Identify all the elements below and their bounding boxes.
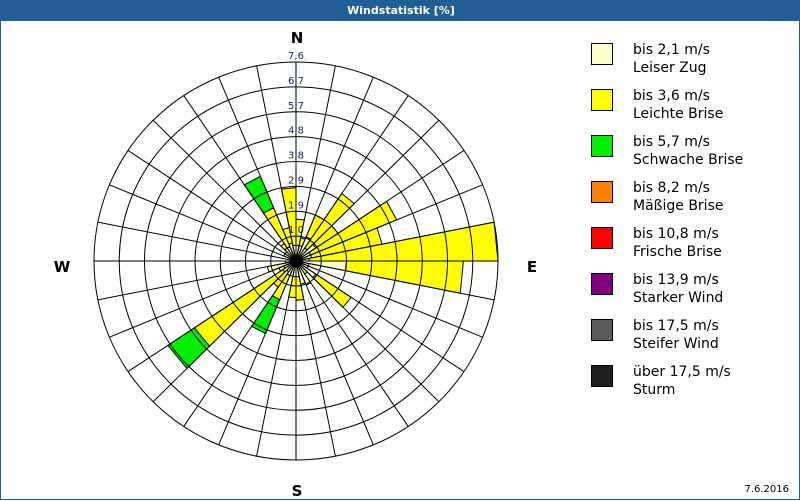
radial-tick-label: 6,7 bbox=[288, 76, 304, 87]
legend-name: Steifer Wind bbox=[633, 336, 719, 352]
legend-label: über 17,5 m/s Sturm bbox=[633, 363, 731, 399]
radial-tick-label: 5,7 bbox=[288, 101, 304, 112]
window-title: Windstatistik [%] bbox=[1, 1, 800, 21]
legend-item: bis 10,8 m/s Frische Brise bbox=[591, 225, 796, 271]
wind-bar-segment bbox=[312, 273, 352, 309]
wind-rose-chart: 1,0 1,9 2,9 3,8 4,8 5,7 6,7 7,6 N E S W bbox=[54, 29, 537, 500]
compass-s: S bbox=[292, 482, 303, 500]
legend-label: bis 17,5 m/s Steifer Wind bbox=[633, 317, 719, 353]
legend-swatch bbox=[591, 319, 613, 341]
radial-tick-label: 1,0 bbox=[288, 225, 304, 236]
compass-e: E bbox=[527, 258, 537, 276]
legend-range: bis 5,7 m/s bbox=[633, 134, 710, 150]
legend-name: Mäßige Brise bbox=[633, 198, 724, 214]
legend-range: bis 13,9 m/s bbox=[633, 272, 719, 288]
legend-item: bis 17,5 m/s Steifer Wind bbox=[591, 317, 796, 363]
date-label: 7.6.2016 bbox=[744, 484, 789, 495]
legend-label: bis 3,6 m/s Leichte Brise bbox=[633, 87, 723, 123]
radial-tick-labels: 1,0 1,9 2,9 3,8 4,8 5,7 6,7 7,6 bbox=[288, 51, 304, 236]
legend-name: Starker Wind bbox=[633, 290, 724, 306]
legend-label: bis 10,8 m/s Frische Brise bbox=[633, 225, 722, 261]
legend-swatch bbox=[591, 181, 613, 203]
legend-item: bis 2,1 m/s Leiser Zug bbox=[591, 41, 796, 87]
legend-swatch bbox=[591, 43, 613, 65]
legend-range: bis 8,2 m/s bbox=[633, 180, 710, 196]
center-hub bbox=[291, 256, 301, 266]
legend-name: Sturm bbox=[633, 382, 676, 398]
legend-name: Frische Brise bbox=[633, 244, 722, 260]
wind-rose-bars bbox=[167, 175, 499, 370]
legend-name: Leiser Zug bbox=[633, 60, 707, 76]
legend-range: über 17,5 m/s bbox=[633, 364, 731, 380]
wind-bar-segment bbox=[243, 175, 275, 214]
legend-swatch bbox=[591, 365, 613, 387]
compass-w: W bbox=[54, 258, 71, 276]
legend-label: bis 5,7 m/s Schwache Brise bbox=[633, 133, 743, 169]
legend-swatch bbox=[591, 273, 613, 295]
radial-tick-label: 7,6 bbox=[288, 51, 304, 62]
radial-tick-label: 4,8 bbox=[288, 126, 304, 137]
legend-range: bis 3,6 m/s bbox=[633, 88, 710, 104]
legend-item: bis 3,6 m/s Leichte Brise bbox=[591, 87, 796, 133]
legend-item: bis 8,2 m/s Mäßige Brise bbox=[591, 179, 796, 225]
legend-label: bis 2,1 m/s Leiser Zug bbox=[633, 41, 710, 77]
legend-name: Schwache Brise bbox=[633, 152, 744, 168]
legend-item: bis 13,9 m/s Starker Wind bbox=[591, 271, 796, 317]
legend-range: bis 10,8 m/s bbox=[633, 226, 719, 242]
legend-range: bis 17,5 m/s bbox=[633, 318, 719, 334]
legend-name: Leichte Brise bbox=[633, 106, 724, 122]
legend-item: über 17,5 m/s Sturm bbox=[591, 363, 796, 409]
legend-range: bis 2,1 m/s bbox=[633, 42, 710, 58]
legend-swatch bbox=[591, 227, 613, 249]
radial-tick-label: 3,8 bbox=[288, 151, 304, 162]
radial-tick-label: 1,9 bbox=[288, 200, 304, 211]
radial-tick-label: 2,9 bbox=[288, 175, 304, 186]
compass-n: N bbox=[291, 29, 304, 47]
legend-swatch bbox=[591, 135, 613, 157]
legend: bis 2,1 m/s Leiser Zug bis 3,6 m/s Leichte … bbox=[591, 41, 796, 409]
legend-item: bis 5,7 m/s Schwache Brise bbox=[591, 133, 796, 179]
legend-label: bis 8,2 m/s Mäßige Brise bbox=[633, 179, 723, 215]
legend-label: bis 13,9 m/s Starker Wind bbox=[633, 271, 723, 307]
legend-swatch bbox=[591, 89, 613, 111]
wind-rose-grid bbox=[93, 61, 499, 461]
